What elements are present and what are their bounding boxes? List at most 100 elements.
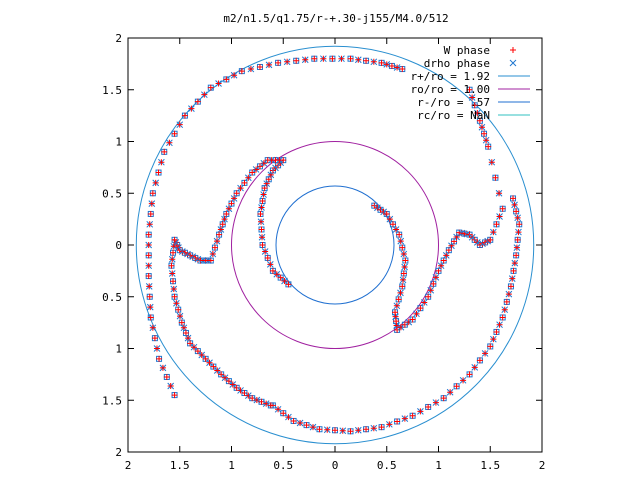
w-phase-point — [277, 274, 284, 281]
w-phase-point — [440, 395, 447, 402]
w-phase-point — [170, 249, 177, 256]
w-phase-point — [284, 58, 291, 65]
w-phase-point — [396, 231, 403, 238]
w-phase-point — [487, 236, 494, 243]
w-phase-point — [215, 80, 222, 87]
w-phase-point — [145, 242, 152, 248]
w-phase-point — [363, 57, 370, 64]
w-phase-point — [257, 218, 264, 225]
legend-label: W phase — [444, 44, 490, 57]
w-phase-point — [171, 236, 178, 243]
chart-title: m2/n1.5/q1.75/r-+.30-j155/M4.0/512 — [223, 12, 448, 25]
w-phase-point — [256, 63, 263, 70]
w-phase-point — [425, 293, 432, 300]
w-phase-point — [153, 345, 160, 352]
w-phase-point — [229, 381, 236, 388]
w-phase-point — [290, 417, 297, 424]
w-phase-point — [399, 66, 406, 73]
w-phase-point — [371, 202, 378, 209]
w-phase-point — [400, 251, 407, 258]
y-tick-label: 0.5 — [102, 291, 122, 304]
w-phase-point — [402, 257, 409, 264]
w-phase-point — [249, 169, 256, 176]
w-phase-point — [509, 275, 516, 282]
w-phase-point — [222, 374, 229, 381]
w-phase-point — [443, 252, 450, 259]
w-phase-point — [223, 210, 230, 217]
w-phase-point — [338, 55, 345, 62]
w-phase-point — [481, 130, 488, 137]
w-phase-point — [514, 214, 521, 221]
w-phase-point — [201, 91, 208, 98]
w-phase-point — [194, 98, 201, 105]
w-phase-point — [399, 283, 406, 290]
w-phase-point — [275, 406, 282, 413]
y-tick-label: 2 — [115, 446, 122, 459]
w-phase-point — [259, 242, 266, 248]
w-phase-point — [329, 55, 336, 62]
w-phase-point — [219, 221, 226, 228]
w-phase-point — [221, 216, 228, 223]
w-phase-point — [237, 185, 244, 192]
x-tick-label: 0.5 — [377, 459, 397, 472]
w-phase-point — [393, 318, 400, 325]
w-phase-point — [156, 355, 163, 362]
w-phase-point — [393, 226, 400, 233]
w-phase-point — [476, 357, 483, 364]
w-phase-point — [147, 304, 154, 311]
w-phase-point — [421, 299, 428, 306]
w-phase-point — [395, 296, 402, 303]
w-phase-point — [145, 262, 152, 269]
w-phase-point — [347, 55, 354, 62]
axis-ticks: 2 1.5 1 0.5 0 0.5 1 1.5 221.510.500.511.52 — [102, 32, 545, 472]
w-phase-point — [401, 415, 408, 422]
w-phase-point — [262, 248, 269, 255]
w-phase-point — [145, 273, 152, 280]
w-phase-point — [171, 293, 178, 300]
w-phase-point — [238, 68, 245, 75]
w-phase-point — [302, 56, 309, 63]
w-phase-point — [146, 293, 153, 300]
w-phase-point — [460, 377, 467, 384]
x-tick-label: 1 — [435, 459, 442, 472]
w-phase-point — [206, 359, 213, 366]
w-phase-point — [281, 277, 288, 284]
y-tick-label: 1 — [115, 343, 122, 356]
reference-circle — [275, 185, 395, 305]
w-phase-point — [499, 205, 506, 212]
w-phase-point — [370, 425, 377, 432]
legend-label: rc/ro = NaN — [417, 109, 490, 122]
w-phase-point — [257, 210, 264, 217]
w-phase-point — [170, 278, 177, 285]
w-phase-point — [169, 256, 176, 263]
w-phase-point — [485, 143, 492, 150]
w-phase-point — [147, 314, 154, 321]
w-phase-point — [145, 231, 152, 238]
w-phase-point — [216, 231, 223, 238]
w-phase-point — [178, 319, 185, 326]
w-phase-point — [332, 427, 338, 434]
w-phase-point — [267, 402, 274, 409]
w-phase-point — [231, 72, 238, 79]
w-phase-point — [171, 392, 178, 399]
w-phase-point — [493, 328, 500, 335]
w-phase-point — [447, 389, 454, 396]
w-phase-point — [430, 280, 437, 287]
w-phase-point — [151, 335, 158, 342]
w-phase-point — [266, 61, 273, 68]
y-tick-label: 1.5 — [102, 394, 122, 407]
w-phase-point — [507, 283, 514, 290]
w-phase-point — [170, 285, 177, 292]
w-phase-point — [223, 76, 230, 83]
w-phase-point — [260, 191, 267, 198]
w-phase-point — [231, 195, 238, 202]
w-phase-point — [176, 121, 183, 128]
w-phase-point — [285, 414, 292, 421]
w-phase-point — [399, 244, 406, 251]
w-phase-point — [311, 55, 318, 62]
w-phase-point — [152, 179, 159, 186]
w-phase-point — [218, 371, 225, 378]
w-phase-point — [378, 424, 385, 431]
w-phase-point — [241, 179, 248, 186]
w-phase-point — [217, 226, 224, 233]
